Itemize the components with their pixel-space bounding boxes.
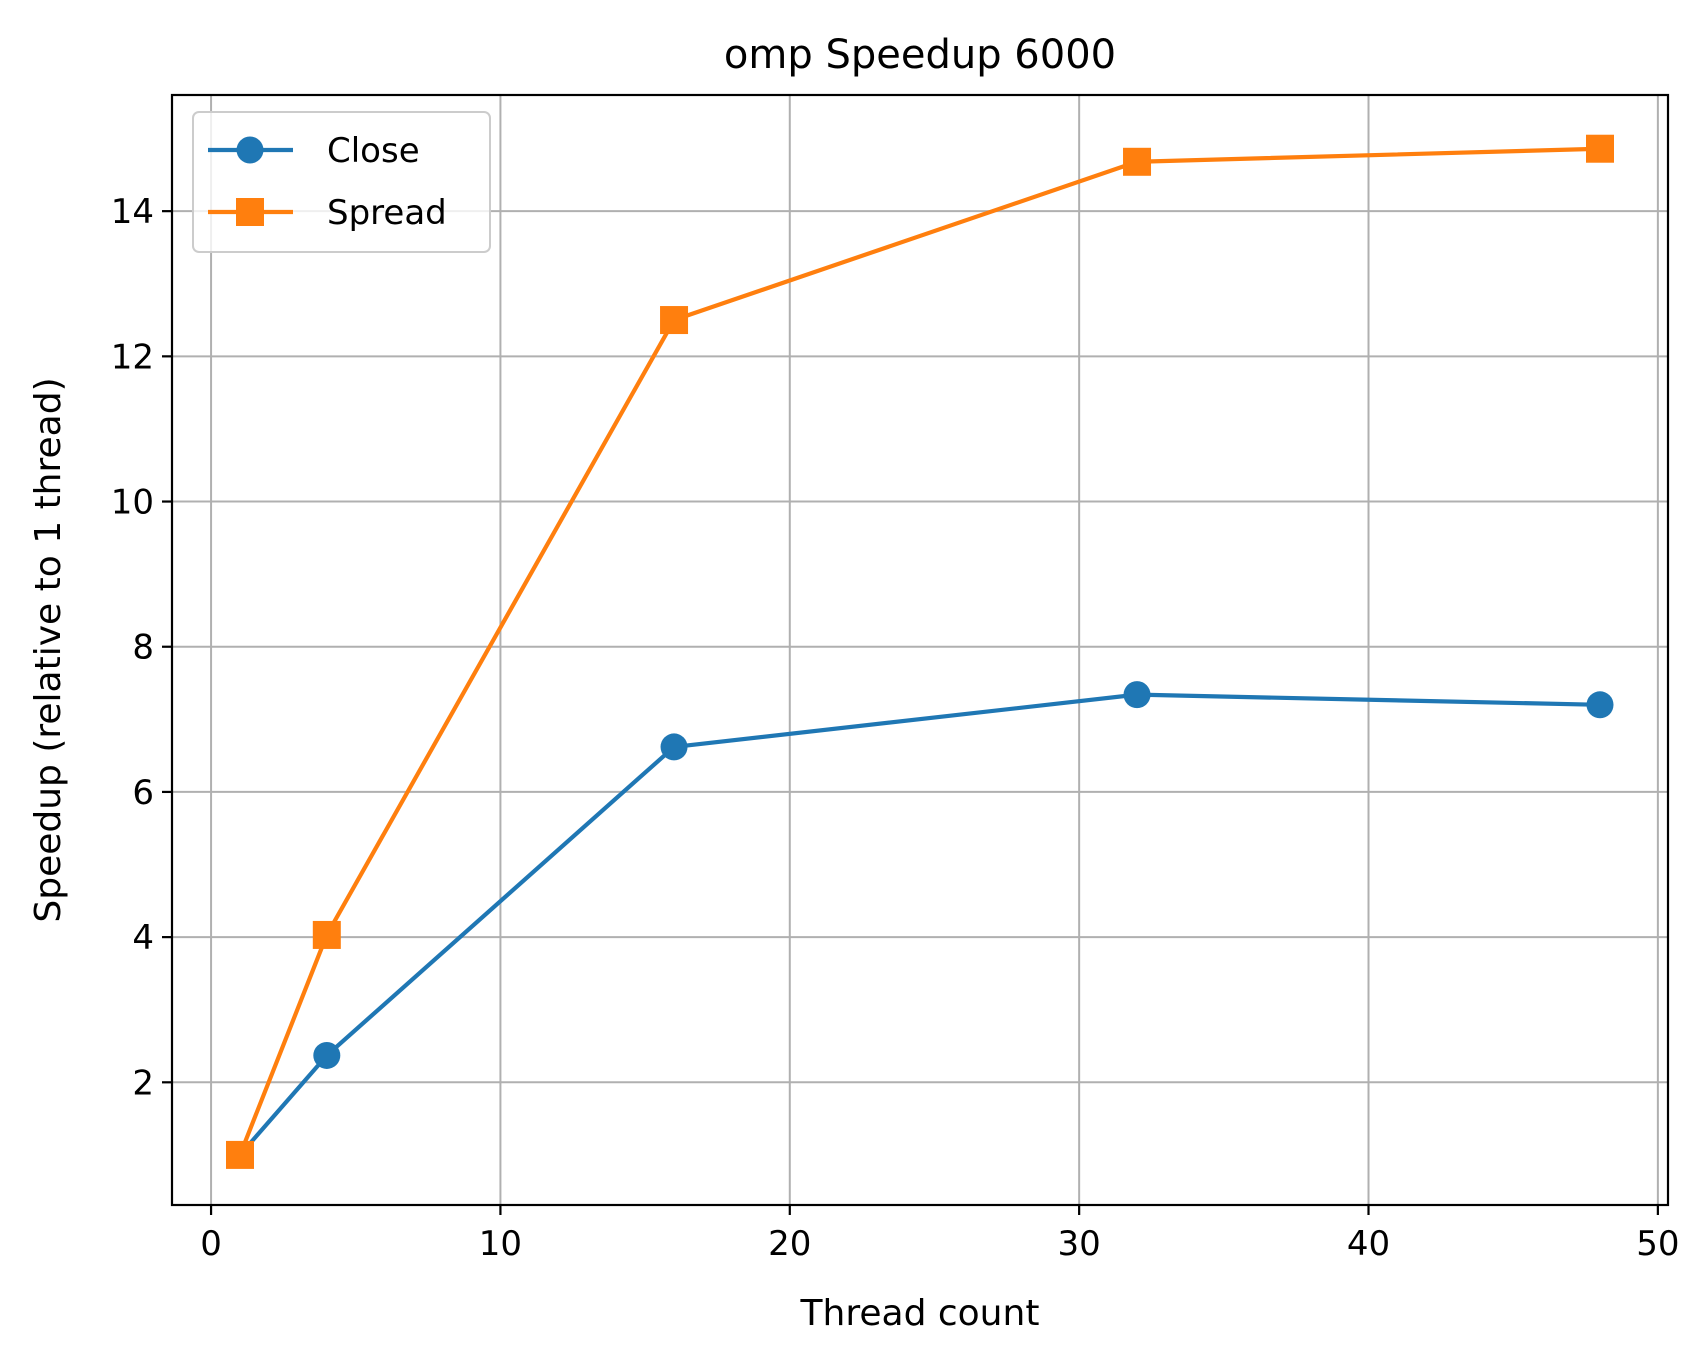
x-tick-label: 20: [768, 1224, 811, 1264]
y-axis-label: Speedup (relative to 1 thread): [28, 377, 69, 922]
spread-point: [1123, 147, 1152, 176]
spread-point: [226, 1140, 254, 1169]
y-tick-label: 12: [111, 337, 154, 377]
close-point: [313, 1041, 341, 1069]
plot-frame: [170, 93, 1670, 1207]
y-tick-label: 6: [132, 773, 154, 813]
legend: Close Spread: [192, 111, 491, 253]
legend-item-close: Close: [208, 131, 420, 171]
chart-title: omp Speedup 6000: [724, 32, 1116, 78]
legend-label-close: Close: [327, 131, 420, 171]
y-tick-label: 8: [132, 628, 154, 668]
close-point: [660, 733, 688, 761]
legend-marker-spread: [236, 198, 264, 226]
legend-box: [192, 111, 491, 253]
plot-series: [226, 134, 1614, 1169]
y-tick-label: 14: [111, 192, 154, 232]
spread-point: [660, 306, 689, 335]
spread-point: [312, 920, 341, 949]
x-tick-label: 0: [200, 1224, 222, 1264]
series-spread: [226, 134, 1614, 1169]
x-tick-label: 30: [1058, 1224, 1101, 1264]
close-point: [1123, 681, 1151, 709]
legend-marker-close: [236, 136, 264, 164]
y-tick-label: 10: [111, 483, 154, 523]
x-axis-label: Thread count: [800, 1293, 1040, 1334]
legend-item-spread: Spread: [208, 193, 447, 233]
y-tick-label: 4: [132, 918, 154, 958]
x-tick-label: 50: [1636, 1224, 1679, 1264]
axis-ticks: 0 10 20 30 40 50 2 4 6 8 10 12 14: [111, 192, 1680, 1264]
legend-label-spread: Spread: [327, 193, 447, 233]
y-tick-label: 2: [132, 1063, 154, 1103]
close-point: [1586, 691, 1614, 719]
x-tick-label: 10: [479, 1224, 522, 1264]
x-tick-label: 40: [1347, 1224, 1390, 1264]
spread-point: [1586, 134, 1614, 163]
